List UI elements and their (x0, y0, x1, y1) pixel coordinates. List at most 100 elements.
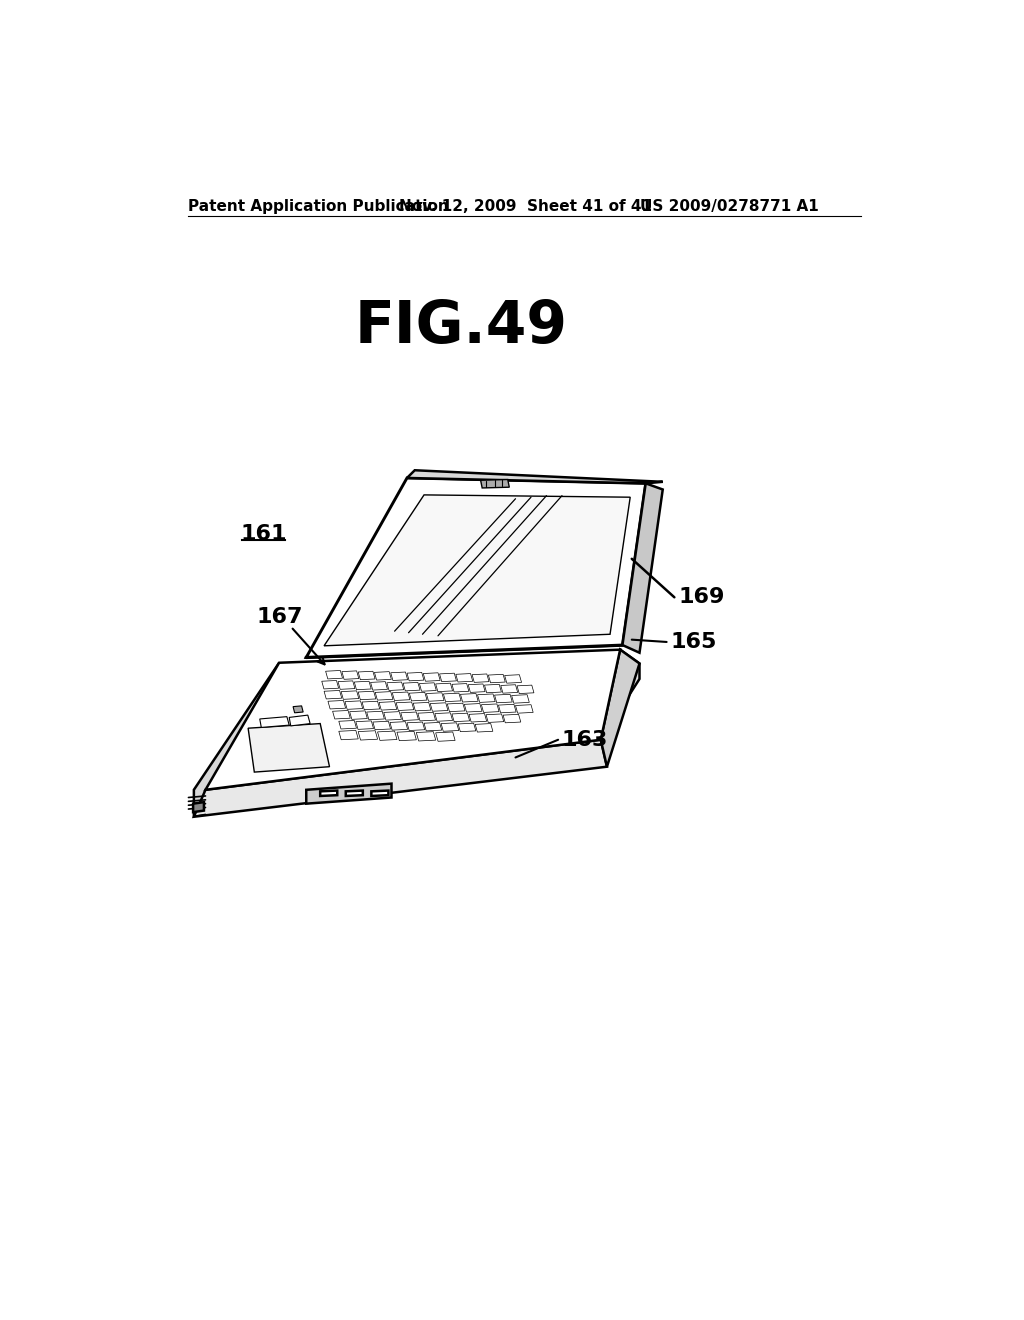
Polygon shape (456, 673, 473, 682)
Polygon shape (410, 693, 427, 701)
Polygon shape (206, 649, 621, 789)
Polygon shape (356, 721, 374, 730)
Polygon shape (371, 681, 387, 690)
Polygon shape (486, 714, 504, 722)
Text: 167: 167 (257, 607, 303, 627)
Text: 169: 169 (678, 587, 725, 607)
Polygon shape (403, 682, 420, 690)
Polygon shape (517, 685, 534, 693)
Polygon shape (601, 649, 640, 739)
Polygon shape (414, 702, 431, 711)
Polygon shape (397, 731, 417, 741)
Polygon shape (417, 731, 436, 741)
Polygon shape (372, 791, 388, 796)
Polygon shape (443, 693, 461, 702)
Polygon shape (481, 704, 499, 713)
Polygon shape (430, 702, 447, 711)
Polygon shape (306, 784, 391, 804)
Polygon shape (469, 714, 486, 722)
Polygon shape (480, 479, 509, 488)
Polygon shape (435, 733, 455, 742)
Polygon shape (293, 706, 303, 713)
Polygon shape (260, 717, 289, 727)
Polygon shape (338, 681, 355, 689)
Polygon shape (379, 702, 396, 710)
Polygon shape (345, 701, 362, 709)
Polygon shape (341, 690, 358, 700)
Polygon shape (407, 470, 663, 483)
Polygon shape (346, 791, 362, 796)
Polygon shape (248, 723, 330, 772)
Polygon shape (339, 721, 356, 729)
Polygon shape (289, 715, 310, 726)
Text: 161: 161 (241, 524, 287, 544)
Polygon shape (512, 694, 529, 704)
Polygon shape (390, 722, 408, 730)
Polygon shape (505, 675, 521, 684)
Polygon shape (333, 710, 350, 719)
Polygon shape (439, 673, 457, 681)
Polygon shape (488, 675, 505, 682)
Polygon shape (452, 713, 470, 722)
Polygon shape (339, 730, 358, 739)
Polygon shape (321, 791, 337, 796)
Text: FIG.49: FIG.49 (354, 298, 567, 355)
Polygon shape (349, 711, 368, 719)
Polygon shape (423, 673, 440, 681)
Polygon shape (378, 731, 397, 741)
Polygon shape (375, 692, 393, 700)
Polygon shape (194, 663, 280, 817)
Polygon shape (472, 675, 489, 682)
Polygon shape (477, 694, 496, 702)
Polygon shape (447, 704, 465, 711)
Polygon shape (326, 671, 342, 678)
Polygon shape (435, 713, 453, 721)
Polygon shape (194, 739, 607, 817)
Polygon shape (391, 672, 408, 681)
Polygon shape (328, 701, 346, 709)
Polygon shape (354, 681, 371, 689)
Polygon shape (324, 690, 342, 700)
Text: Nov. 12, 2009  Sheet 41 of 41: Nov. 12, 2009 Sheet 41 of 41 (399, 198, 652, 214)
Polygon shape (499, 705, 516, 713)
Polygon shape (342, 671, 358, 680)
Polygon shape (367, 711, 384, 719)
Polygon shape (407, 722, 425, 730)
Polygon shape (387, 682, 403, 690)
Polygon shape (501, 685, 518, 693)
Text: 163: 163 (562, 730, 608, 750)
Polygon shape (358, 672, 375, 680)
Text: 165: 165 (671, 632, 717, 652)
Polygon shape (306, 478, 646, 657)
Polygon shape (358, 731, 378, 741)
Polygon shape (322, 681, 339, 689)
Polygon shape (441, 723, 459, 731)
Polygon shape (484, 684, 502, 693)
Polygon shape (435, 684, 453, 692)
Polygon shape (452, 684, 469, 692)
Polygon shape (418, 713, 435, 721)
Polygon shape (475, 723, 493, 733)
Polygon shape (373, 721, 390, 730)
Polygon shape (420, 682, 436, 692)
Polygon shape (324, 495, 630, 645)
Polygon shape (392, 692, 410, 701)
Polygon shape (468, 684, 485, 693)
Polygon shape (384, 711, 401, 721)
Polygon shape (458, 723, 476, 731)
Text: Patent Application Publication: Patent Application Publication (188, 198, 450, 214)
Text: US 2009/0278771 A1: US 2009/0278771 A1 (640, 198, 818, 214)
Polygon shape (623, 483, 663, 653)
Polygon shape (495, 694, 512, 702)
Polygon shape (426, 693, 444, 701)
Polygon shape (396, 702, 414, 710)
Polygon shape (503, 714, 521, 723)
Polygon shape (407, 672, 424, 681)
Polygon shape (424, 722, 441, 731)
Polygon shape (194, 803, 204, 812)
Polygon shape (601, 649, 640, 767)
Polygon shape (375, 672, 391, 680)
Polygon shape (515, 705, 534, 713)
Polygon shape (464, 704, 482, 711)
Polygon shape (358, 692, 376, 700)
